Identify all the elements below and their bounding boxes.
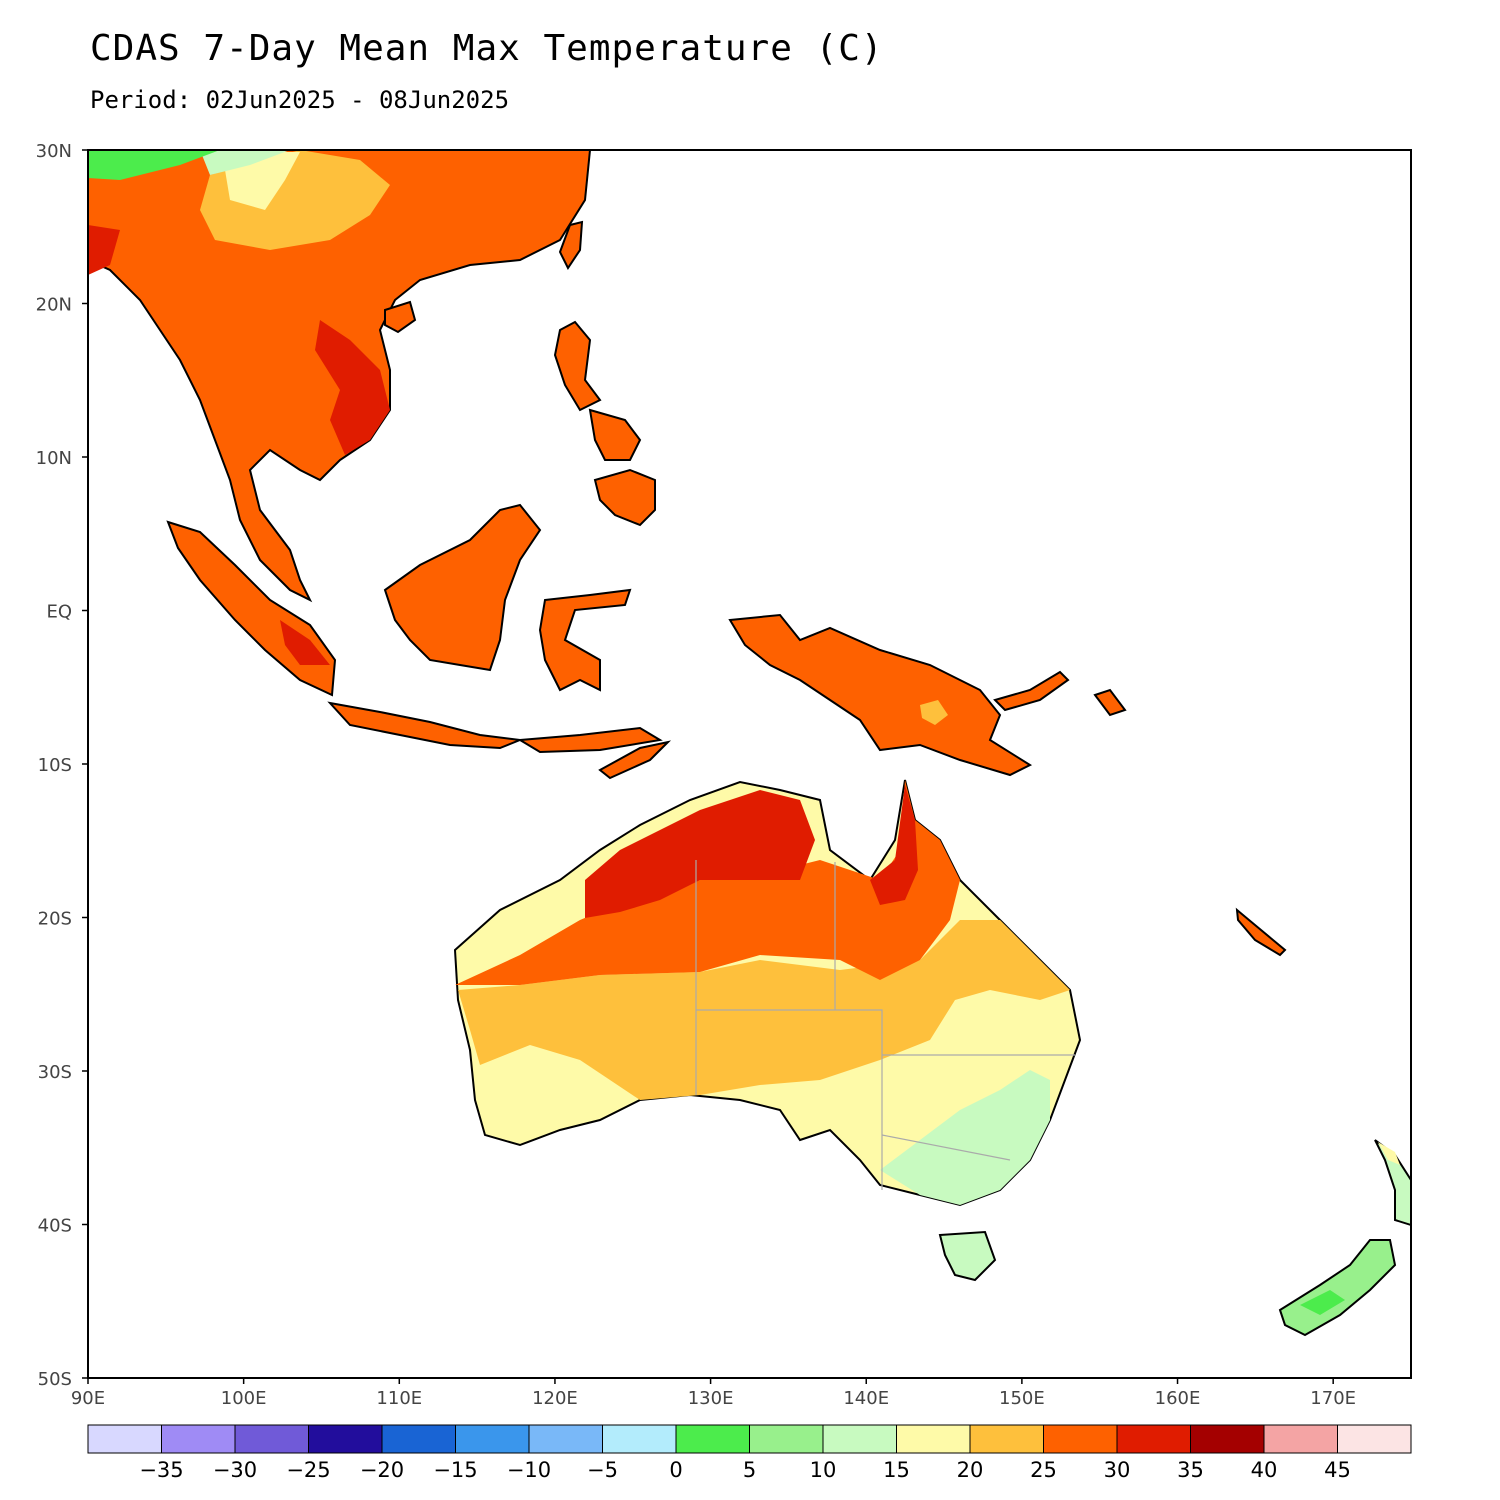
colorbar-label: 45 bbox=[1324, 1458, 1351, 1482]
colorbar-swatch bbox=[381, 1424, 456, 1454]
region-nz-north-tip bbox=[1378, 1142, 1400, 1165]
colorbar-swatch bbox=[234, 1424, 309, 1454]
lat-tick-label: 50S bbox=[38, 1369, 72, 1390]
lon-tick-label: 160E bbox=[1155, 1388, 1201, 1409]
region-mindanao bbox=[593, 468, 656, 527]
map-title: CDAS 7-Day Mean Max Temperature (C) bbox=[90, 28, 884, 69]
colorbar-swatch bbox=[822, 1424, 897, 1454]
colorbar-swatch bbox=[675, 1424, 750, 1454]
colorbar-label: −30 bbox=[213, 1458, 257, 1482]
state-borders bbox=[695, 860, 1075, 1190]
lon-tick-label: 100E bbox=[221, 1388, 267, 1409]
colorbar-label: 15 bbox=[883, 1458, 910, 1482]
lon-tick-label: 90E bbox=[71, 1388, 105, 1409]
region-visayas bbox=[588, 408, 642, 461]
colorbar-label: 10 bbox=[810, 1458, 837, 1482]
colorbar-label: 20 bbox=[957, 1458, 984, 1482]
region-australia-hot bbox=[455, 780, 960, 985]
lon-tick-label: 130E bbox=[688, 1388, 734, 1409]
region-new-caledonia bbox=[1235, 907, 1287, 957]
colorbar-label: 30 bbox=[1104, 1458, 1131, 1482]
region-tasmania bbox=[938, 1230, 997, 1282]
colorbar-swatch bbox=[87, 1424, 162, 1454]
region-himalaya-green bbox=[88, 150, 220, 180]
region-cape-york-hot bbox=[870, 785, 918, 905]
region-nz-south-island bbox=[1278, 1239, 1397, 1337]
colorbar-label: −10 bbox=[507, 1458, 551, 1482]
colorbar-swatch bbox=[455, 1424, 530, 1454]
lon-tick-label: 140E bbox=[843, 1388, 889, 1409]
colorbar-swatch bbox=[1043, 1424, 1118, 1454]
region-india-hot bbox=[88, 225, 120, 275]
region-vietnam-hot bbox=[315, 320, 390, 455]
colorbar-label: −20 bbox=[360, 1458, 404, 1482]
lat-tick-label: 30S bbox=[38, 1062, 72, 1083]
colorbar-label: −35 bbox=[139, 1458, 183, 1482]
lat-tick-label: 10S bbox=[38, 755, 72, 776]
colorbar-swatch bbox=[602, 1424, 677, 1454]
region-hainan bbox=[384, 300, 417, 334]
region-australia-hottest bbox=[585, 790, 815, 918]
latitude-axis: 30N 20N 10N EQ 10S 20S 30S 40S 50S bbox=[36, 141, 88, 1390]
region-lesser-sunda bbox=[516, 726, 663, 754]
colorbar-swatch bbox=[1337, 1424, 1412, 1454]
region-sulawesi bbox=[538, 588, 632, 692]
region-solomons bbox=[1093, 688, 1127, 717]
lat-tick-label: 30N bbox=[36, 141, 72, 162]
region-new-britain bbox=[993, 670, 1070, 712]
longitude-axis: 90E 100E 110E 120E 130E 140E 150E 160E 170E bbox=[71, 1378, 1356, 1409]
colorbar-label: 25 bbox=[1030, 1458, 1057, 1482]
lat-tick-label: EQ bbox=[46, 602, 72, 623]
colorbar-swatch bbox=[749, 1424, 824, 1454]
region-taiwan bbox=[558, 220, 584, 270]
colorbar-label: 5 bbox=[743, 1458, 756, 1482]
colorbar-swatch bbox=[969, 1424, 1044, 1454]
region-borneo bbox=[383, 503, 542, 672]
lat-tick-label: 20S bbox=[38, 909, 72, 930]
period-subtitle: Period: 02Jun2025 - 08Jun2025 bbox=[90, 86, 510, 114]
colorbar-label: 0 bbox=[669, 1458, 682, 1482]
colorbar-label: −5 bbox=[587, 1458, 618, 1482]
region-new-guinea bbox=[728, 613, 1033, 777]
colorbar-label: 40 bbox=[1251, 1458, 1278, 1482]
colorbar-label: −25 bbox=[286, 1458, 330, 1482]
map-field bbox=[88, 150, 1411, 1337]
region-sumatra-hot bbox=[280, 620, 330, 665]
lat-tick-label: 40S bbox=[38, 1216, 72, 1237]
colorbar-swatch bbox=[308, 1424, 383, 1454]
lat-tick-label: 10N bbox=[36, 448, 72, 469]
colorbar: −35 −30 −25 −20 −15 −10 −5 0 5 10 15 20 25 30 35 40 45 bbox=[87, 1424, 1412, 1482]
colorbar-swatch bbox=[1263, 1424, 1338, 1454]
lat-tick-label: 20N bbox=[36, 295, 72, 316]
region-timor bbox=[598, 740, 672, 780]
colorbar-swatch bbox=[1190, 1424, 1265, 1454]
lon-tick-label: 170E bbox=[1310, 1388, 1356, 1409]
lon-tick-label: 150E bbox=[999, 1388, 1045, 1409]
colorbar-label: 35 bbox=[1177, 1458, 1204, 1482]
region-australia-south-green bbox=[880, 1070, 1050, 1205]
colorbar-label: −15 bbox=[433, 1458, 477, 1482]
region-png-highland bbox=[920, 700, 948, 725]
colorbar-swatch bbox=[896, 1424, 971, 1454]
region-luzon bbox=[553, 320, 602, 412]
region-tibet-cool bbox=[200, 150, 290, 175]
colorbar-swatch bbox=[1116, 1424, 1191, 1454]
colorbar-swatch bbox=[161, 1424, 236, 1454]
region-java bbox=[327, 701, 521, 750]
lon-tick-label: 110E bbox=[376, 1388, 422, 1409]
region-sumatra bbox=[166, 520, 337, 697]
lon-tick-label: 120E bbox=[532, 1388, 578, 1409]
region-nz-south-cold bbox=[1300, 1290, 1345, 1315]
colorbar-swatch bbox=[528, 1424, 603, 1454]
